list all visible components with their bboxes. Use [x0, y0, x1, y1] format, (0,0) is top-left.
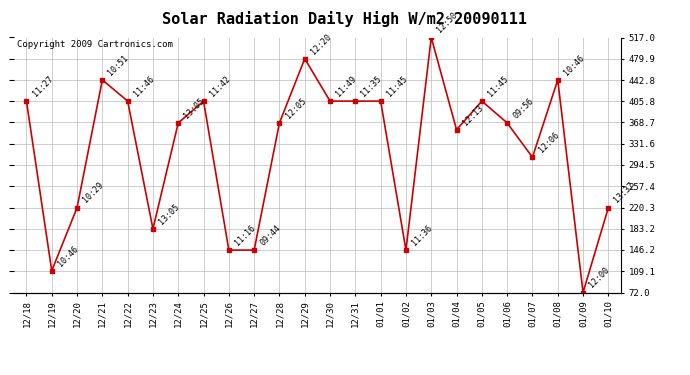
Text: 12:20: 12:20 — [309, 32, 333, 56]
Text: 10:29: 10:29 — [81, 181, 106, 205]
Text: 12:00: 12:00 — [587, 266, 611, 290]
Text: 11:45: 11:45 — [385, 74, 409, 98]
Text: 12:50: 12:50 — [435, 10, 460, 35]
Text: 10:51: 10:51 — [106, 53, 130, 77]
Text: 11:45: 11:45 — [486, 74, 510, 98]
Text: 13:05: 13:05 — [157, 202, 181, 226]
Text: 11:27: 11:27 — [30, 74, 55, 98]
Text: 11:49: 11:49 — [334, 74, 358, 98]
Text: 13:05: 13:05 — [182, 96, 206, 120]
Text: Solar Radiation Daily High W/m2 20090111: Solar Radiation Daily High W/m2 20090111 — [163, 11, 527, 27]
Text: 11:36: 11:36 — [410, 223, 434, 248]
Text: 11:46: 11:46 — [132, 74, 156, 98]
Text: 09:44: 09:44 — [258, 223, 282, 248]
Text: 11:42: 11:42 — [208, 74, 232, 98]
Text: 09:56: 09:56 — [511, 96, 535, 120]
Text: Copyright 2009 Cartronics.com: Copyright 2009 Cartronics.com — [17, 40, 172, 49]
Text: 12:06: 12:06 — [537, 130, 561, 154]
Text: 12:13: 12:13 — [461, 103, 485, 127]
Text: 11:16: 11:16 — [233, 223, 257, 248]
Text: 12:05: 12:05 — [284, 96, 308, 120]
Text: 10:46: 10:46 — [562, 53, 586, 77]
Text: 10:46: 10:46 — [56, 244, 80, 268]
Text: 11:35: 11:35 — [359, 74, 384, 98]
Text: 13:37: 13:37 — [613, 181, 637, 205]
